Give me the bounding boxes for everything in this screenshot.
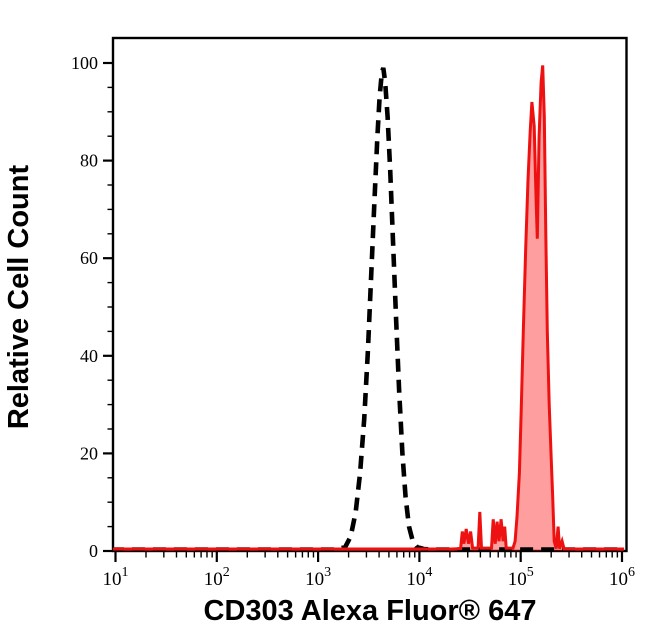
histogram-curves bbox=[113, 65, 625, 552]
y-tick-label: 100 bbox=[71, 53, 98, 73]
x-axis-ticks: 101 102 103 104 105 106 bbox=[103, 552, 635, 590]
y-axis-ticks: 0 20 40 60 80 100 bbox=[71, 53, 113, 561]
x-tick-label: 103 bbox=[305, 565, 331, 590]
cd303-alexa-fluor-647-stained-curve bbox=[113, 65, 625, 551]
y-tick-label: 60 bbox=[80, 248, 98, 268]
y-tick-label: 20 bbox=[80, 443, 98, 463]
y-tick-label: 0 bbox=[89, 541, 98, 561]
y-tick-label: 40 bbox=[80, 346, 98, 366]
x-tick-label: 106 bbox=[609, 565, 635, 590]
plot-frame bbox=[111, 36, 628, 553]
x-axis-title: CD303 Alexa Fluor® 647 bbox=[204, 595, 537, 627]
y-axis-title: Relative Cell Count bbox=[3, 165, 35, 430]
isotype-control-curve bbox=[113, 67, 625, 552]
x-tick-label: 104 bbox=[406, 565, 432, 590]
x-tick-label: 105 bbox=[508, 565, 534, 590]
x-tick-label: 101 bbox=[103, 565, 129, 590]
y-tick-label: 80 bbox=[80, 151, 98, 171]
x-tick-label: 102 bbox=[204, 565, 230, 590]
